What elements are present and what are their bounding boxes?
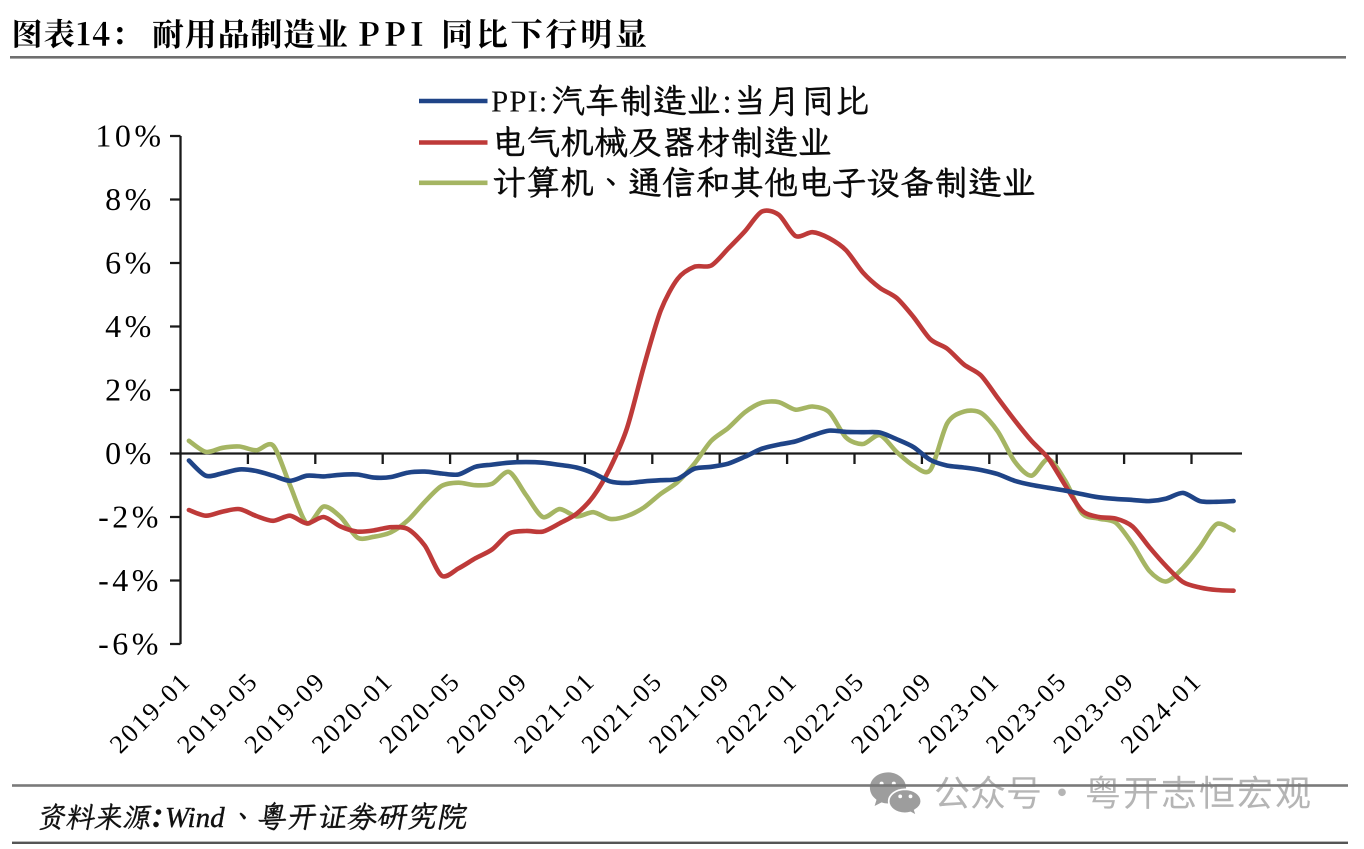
svg-text:Wind: Wind	[165, 802, 225, 834]
svg-text:4%: 4%	[105, 308, 155, 344]
svg-text:10%: 10%	[95, 118, 164, 154]
svg-text:-6%: -6%	[98, 626, 162, 662]
svg-text:-2%: -2%	[98, 499, 162, 535]
svg-text:8%: 8%	[105, 181, 155, 217]
svg-text:PPI:: PPI:	[491, 84, 548, 119]
svg-text:2%: 2%	[105, 372, 155, 408]
svg-text:-4%: -4%	[98, 562, 162, 598]
svg-text:0%: 0%	[105, 435, 155, 471]
svg-text:6%: 6%	[105, 245, 155, 281]
